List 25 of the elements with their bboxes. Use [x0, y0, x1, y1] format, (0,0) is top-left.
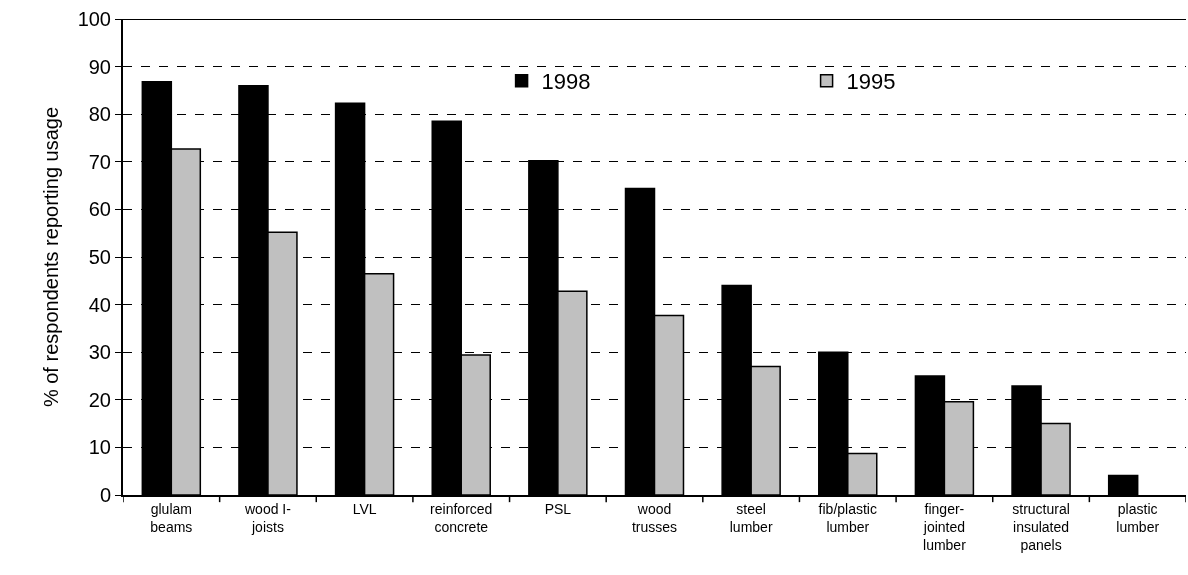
- legend-label: 1998: [541, 69, 591, 95]
- legend-label: 1995: [846, 69, 896, 95]
- y-tick-label: 60: [88, 198, 111, 221]
- y-tick-label: 80: [88, 103, 111, 126]
- x-tick-label: PSL: [544, 500, 572, 517]
- y-tick-label: 50: [88, 246, 111, 268]
- x-tick-label: wood I- joists: [243, 500, 292, 535]
- y-tick-label: 70: [88, 150, 111, 173]
- y-tick-label: 0: [99, 484, 111, 506]
- y-tick-label: 10: [88, 436, 111, 459]
- y-tick-label: 20: [88, 388, 111, 411]
- y-tick-label: 100: [77, 8, 111, 30]
- x-tick-label: plastic lumber: [1116, 500, 1160, 535]
- x-tick-label: finger- jointed lumber: [922, 500, 967, 554]
- y-tick-label: 90: [88, 55, 111, 78]
- y-tick-label: 30: [88, 341, 111, 364]
- x-tick-label: fib/plastic lumber: [818, 500, 877, 535]
- x-tick-label: glulam beams: [150, 500, 193, 535]
- x-tick-label: wood trusses: [631, 500, 678, 535]
- y-axis-title: % of respondents reporting usage: [39, 106, 62, 408]
- x-tick-label: LVL: [352, 500, 377, 517]
- x-tick-label: reinforced concrete: [430, 500, 493, 535]
- y-tick-label: 40: [88, 293, 111, 316]
- x-tick-label: steel lumber: [729, 500, 773, 535]
- x-tick-label: structural insulated panels: [1012, 500, 1070, 554]
